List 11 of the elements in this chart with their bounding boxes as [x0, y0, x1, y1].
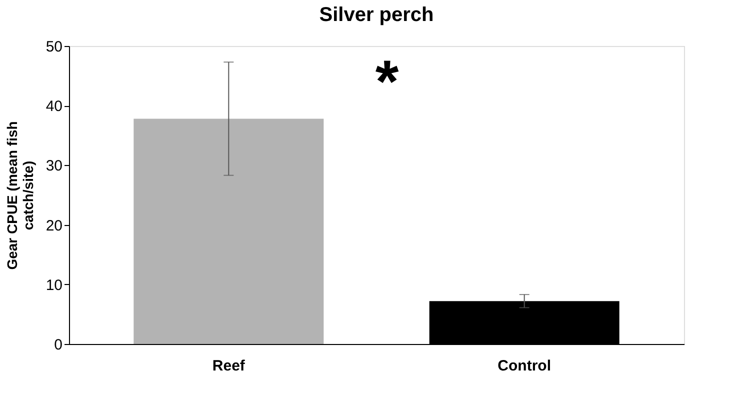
- x-tick-label: Reef: [212, 358, 246, 374]
- y-tick-label: 40: [46, 98, 62, 116]
- y-tick-label: 50: [46, 38, 62, 56]
- y-tick-label: 30: [46, 158, 62, 175]
- y-axis-title: Gear CPUE (mean fish catch/site): [4, 121, 36, 270]
- chart-title: Silver perch: [319, 4, 434, 26]
- y-tick-label: 0: [54, 336, 62, 354]
- x-tick-label: Control: [498, 358, 551, 374]
- y-tick-label: 20: [46, 217, 62, 234]
- y-tick-label: 10: [46, 276, 62, 294]
- annotation: *: [375, 48, 400, 115]
